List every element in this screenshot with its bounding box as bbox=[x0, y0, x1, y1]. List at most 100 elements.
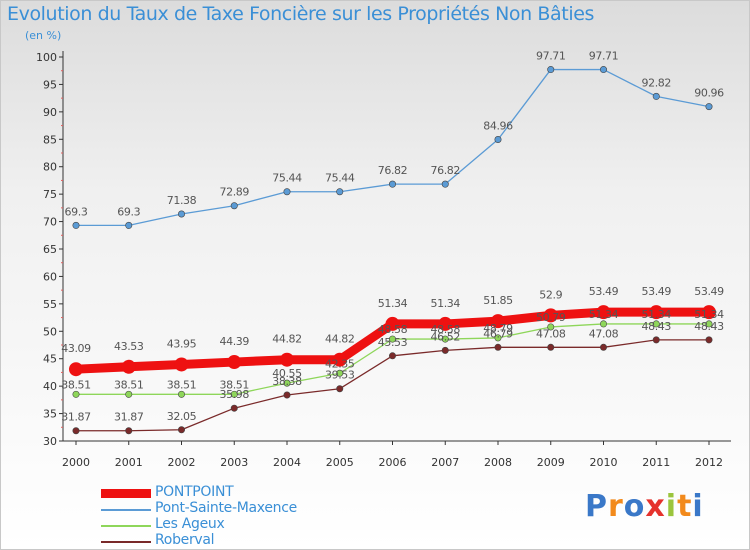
data-point bbox=[72, 390, 80, 398]
data-point bbox=[174, 357, 189, 372]
data-point bbox=[547, 66, 555, 74]
data-label: 76.82 bbox=[378, 164, 408, 177]
x-tick-label: 2010 bbox=[590, 456, 618, 469]
data-label: 42.35 bbox=[325, 357, 355, 370]
data-point bbox=[599, 343, 607, 351]
data-point bbox=[125, 221, 133, 229]
y-tick-label: 85 bbox=[43, 133, 57, 146]
data-point bbox=[178, 390, 186, 398]
data-label: 32.05 bbox=[167, 410, 197, 423]
data-label: 53.49 bbox=[642, 285, 672, 298]
data-label: 90.96 bbox=[694, 87, 724, 100]
data-point bbox=[441, 346, 449, 354]
proxiti-logo: Proxiti bbox=[585, 489, 704, 524]
data-point bbox=[283, 188, 291, 196]
x-tick-label: 2000 bbox=[62, 456, 90, 469]
data-point bbox=[178, 426, 186, 434]
data-label: 53.49 bbox=[694, 285, 724, 298]
logo-letter: i bbox=[692, 489, 704, 524]
data-label: 48.43 bbox=[642, 320, 672, 333]
data-label: 38.51 bbox=[167, 378, 197, 391]
data-point bbox=[72, 427, 80, 435]
data-point bbox=[283, 391, 291, 399]
data-label: 46.52 bbox=[431, 330, 461, 343]
data-label: 48.58 bbox=[378, 323, 408, 336]
data-point bbox=[125, 390, 133, 398]
x-tick-label: 2007 bbox=[431, 456, 459, 469]
data-point bbox=[705, 320, 713, 328]
legend-label: PONTPOINT bbox=[155, 484, 234, 500]
data-label: 44.82 bbox=[272, 333, 302, 346]
y-tick-label: 80 bbox=[43, 161, 57, 174]
y-tick-label: 45 bbox=[43, 353, 57, 366]
x-tick-label: 2005 bbox=[326, 456, 354, 469]
data-point bbox=[332, 352, 347, 367]
data-point bbox=[72, 221, 80, 229]
data-label: 38.51 bbox=[61, 378, 91, 391]
data-point bbox=[388, 352, 396, 360]
x-tick-label: 2006 bbox=[379, 456, 407, 469]
data-label: 31.87 bbox=[61, 411, 91, 424]
legend-item: Pont-Sainte-Maxence bbox=[101, 500, 361, 518]
data-label: 51.85 bbox=[483, 294, 513, 307]
data-point bbox=[652, 336, 660, 344]
y-tick-label: 30 bbox=[43, 435, 57, 448]
data-label: 51.34 bbox=[431, 297, 461, 310]
data-label: 69.3 bbox=[117, 205, 140, 218]
data-label: 75.44 bbox=[325, 172, 355, 185]
data-label: 47.08 bbox=[589, 327, 619, 340]
legend-label: Roberval bbox=[155, 532, 215, 548]
data-label: 40.55 bbox=[272, 367, 302, 380]
data-point bbox=[283, 379, 291, 387]
x-tick-label: 2009 bbox=[537, 456, 565, 469]
data-point bbox=[178, 210, 186, 218]
x-tick-label: 2002 bbox=[168, 456, 196, 469]
data-label: 38.51 bbox=[114, 378, 144, 391]
data-label: 84.96 bbox=[483, 120, 513, 133]
x-tick-label: 2003 bbox=[220, 456, 248, 469]
legend-swatch bbox=[101, 509, 151, 511]
data-label: 50.79 bbox=[536, 311, 566, 324]
chart-subtitle: (en %) bbox=[25, 29, 62, 42]
logo-letter: i bbox=[665, 489, 678, 524]
data-point bbox=[652, 92, 660, 100]
x-tick-label: 2011 bbox=[642, 456, 670, 469]
data-label: 44.39 bbox=[220, 335, 250, 348]
data-label: 97.71 bbox=[589, 50, 619, 63]
data-label: 43.09 bbox=[61, 342, 91, 355]
legend-item: Roberval bbox=[101, 532, 361, 550]
data-point bbox=[494, 136, 502, 144]
data-label: 71.38 bbox=[167, 194, 197, 207]
data-point bbox=[547, 323, 555, 331]
data-label: 46.79 bbox=[483, 327, 513, 340]
y-tick-label: 75 bbox=[43, 188, 57, 201]
x-tick-label: 2004 bbox=[273, 456, 301, 469]
legend-item: PONTPOINT bbox=[101, 484, 361, 502]
y-tick-label: 100 bbox=[36, 51, 57, 64]
legend-swatch bbox=[101, 525, 151, 527]
logo-letter: r bbox=[608, 489, 624, 524]
data-point bbox=[596, 305, 611, 320]
data-point bbox=[491, 314, 505, 329]
data-label: 51.34 bbox=[694, 308, 724, 321]
y-tick-label: 70 bbox=[43, 216, 57, 229]
logo-letter: P bbox=[585, 489, 608, 524]
data-point bbox=[336, 385, 344, 393]
data-point bbox=[227, 355, 242, 370]
data-label: 53.49 bbox=[589, 285, 619, 298]
y-tick-label: 55 bbox=[43, 298, 57, 311]
legend-item: Les Ageux bbox=[101, 516, 361, 534]
data-label: 45.53 bbox=[378, 336, 408, 349]
data-label: 35.98 bbox=[220, 388, 250, 401]
data-point bbox=[69, 362, 83, 377]
data-point bbox=[125, 427, 133, 435]
y-tick-label: 90 bbox=[43, 106, 57, 119]
data-point bbox=[599, 320, 607, 328]
data-point bbox=[652, 320, 660, 328]
data-point bbox=[702, 305, 716, 320]
data-label: 38.38 bbox=[272, 375, 302, 388]
data-label: 52.9 bbox=[539, 288, 562, 301]
x-tick-label: 2012 bbox=[695, 456, 723, 469]
line-chart: 30 35 40 45 50 55 60 65 70 75 80 85 90 95 100 2000 2001 2… bbox=[36, 50, 731, 469]
